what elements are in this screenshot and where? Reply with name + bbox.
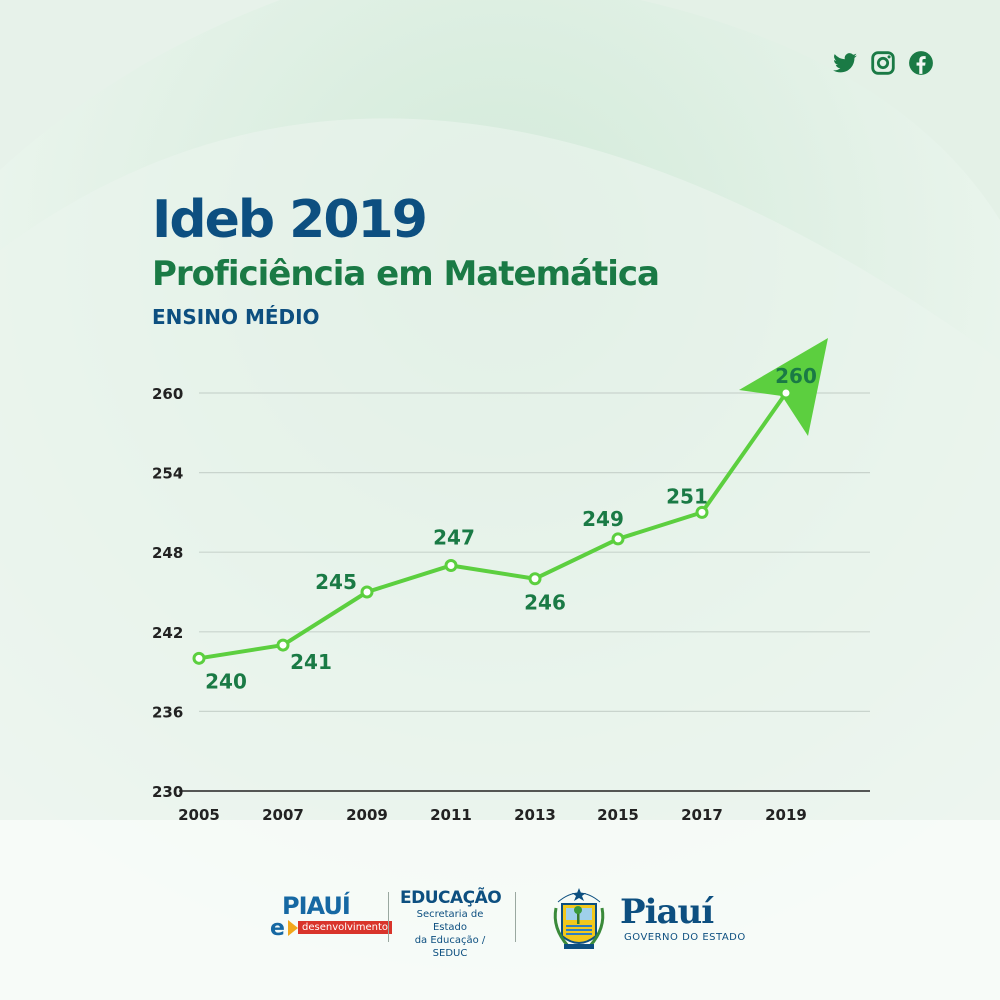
facebook-icon[interactable] [908,50,934,76]
data-label: 245 [315,570,357,594]
x-tick-label: 2007 [262,806,304,824]
logo-arrow-icon [288,920,298,936]
data-point [611,532,625,546]
data-point [695,505,709,519]
x-tick-label: 2017 [681,806,723,824]
chart-title: Ideb 2019 [152,190,428,250]
footer-divider [388,892,389,942]
x-tick-label: 2019 [765,806,807,824]
y-tick-label: 242 [152,624,183,642]
x-tick-label: 2013 [514,806,556,824]
seduc-logo: EDUCAÇÃO Secretaria de Estado da Educaçã… [400,888,502,960]
footer-divider [515,892,516,942]
x-tick-label: 2011 [430,806,472,824]
data-label: 240 [205,669,247,693]
data-point [528,572,542,586]
footer-logos: PIAUÍ e desenvolvimento EDUCAÇÃO Secreta… [0,870,1000,960]
data-point [779,386,793,400]
chart-subtitle: Proficiência em Matemática [152,254,660,294]
logo-e-letter: e [270,916,285,941]
data-point [444,558,458,572]
gov-subtitle: GOVERNO DO ESTADO [624,932,746,943]
data-label: 251 [666,484,708,508]
social-icons [832,50,934,76]
data-point [360,585,374,599]
data-label: 249 [582,507,624,531]
seduc-line2: da Educação / SEDUC [414,935,486,959]
instagram-icon[interactable] [870,50,896,76]
y-tick-label: 254 [152,465,183,483]
y-tick-label: 260 [152,385,183,403]
seduc-title: EDUCAÇÃO [400,888,502,908]
state-crest-icon [553,888,605,949]
data-label: 260 [775,364,817,388]
gov-name: Piauí [620,892,714,932]
data-point [276,638,290,652]
data-label: 247 [433,525,475,549]
data-label: 246 [524,591,566,615]
series-line [197,391,788,661]
x-tick-label: 2009 [346,806,388,824]
y-tick-label: 230 [152,783,183,801]
data-label: 241 [290,650,332,674]
seduc-line1: Secretaria de Estado [416,909,484,933]
title-block: Ideb 2019 Proficiência em Matemática ENS… [152,190,660,332]
logo-piaui-word: PIAUÍ [282,892,351,920]
logo-tag: desenvolvimento [298,921,392,934]
x-tick-label: 2015 [597,806,639,824]
education-level: ENSINO MÉDIO [152,305,320,329]
twitter-icon[interactable] [832,50,858,76]
governo-piaui-logo: Piauí GOVERNO DO ESTADO [548,878,748,958]
x-tick-label: 2005 [178,806,220,824]
piaui-desenvolvimento-logo: PIAUÍ e desenvolvimento [270,892,392,942]
data-point [192,651,206,665]
y-tick-label: 236 [152,703,183,721]
y-tick-label: 248 [152,544,183,562]
